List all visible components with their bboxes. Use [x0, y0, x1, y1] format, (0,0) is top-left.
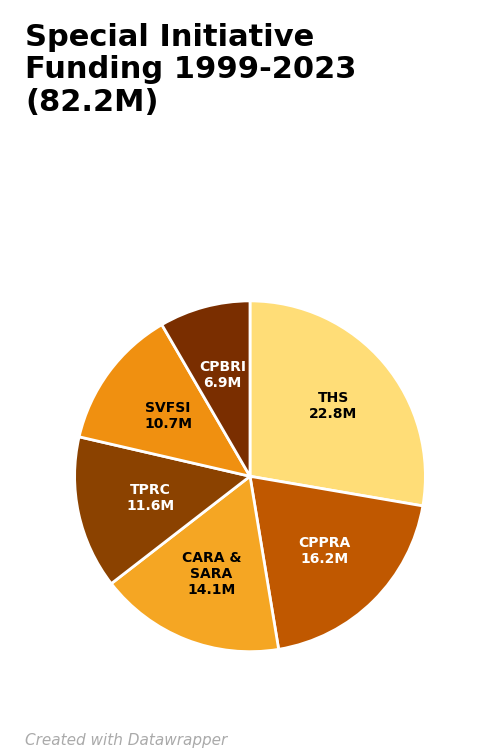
Wedge shape: [250, 301, 426, 506]
Wedge shape: [112, 476, 278, 652]
Wedge shape: [250, 476, 423, 649]
Text: THS
22.8M: THS 22.8M: [309, 391, 358, 421]
Text: CPBRI
6.9M: CPBRI 6.9M: [199, 360, 246, 390]
Text: CARA &
SARA
14.1M: CARA & SARA 14.1M: [182, 551, 242, 597]
Wedge shape: [79, 324, 250, 476]
Text: SVFSI
10.7M: SVFSI 10.7M: [144, 401, 192, 431]
Text: TPRC
11.6M: TPRC 11.6M: [126, 483, 174, 513]
Wedge shape: [74, 437, 250, 584]
Wedge shape: [162, 301, 250, 476]
Text: Created with Datawrapper: Created with Datawrapper: [25, 733, 227, 748]
Text: Special Initiative
Funding 1999-2023
(82.2M): Special Initiative Funding 1999-2023 (82…: [25, 23, 356, 116]
Text: CPPRA
16.2M: CPPRA 16.2M: [298, 536, 350, 566]
